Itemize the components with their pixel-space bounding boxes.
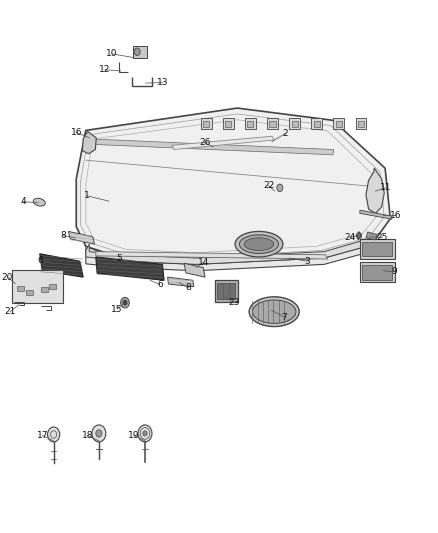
Text: 1: 1 (84, 191, 90, 200)
Text: 14: 14 (198, 258, 209, 266)
Text: 6: 6 (157, 280, 162, 289)
Bar (26, 290, 33, 295)
Text: 3: 3 (304, 257, 310, 265)
Text: 23: 23 (228, 298, 240, 307)
Text: 21: 21 (4, 307, 16, 316)
Polygon shape (86, 237, 374, 264)
Text: 10: 10 (106, 50, 118, 58)
Circle shape (143, 431, 147, 436)
Polygon shape (184, 263, 205, 277)
Bar (267, 118, 278, 130)
Bar (201, 118, 212, 130)
Text: 13: 13 (157, 78, 168, 87)
Polygon shape (40, 254, 83, 277)
Bar (290, 118, 300, 130)
Text: 9: 9 (391, 268, 397, 276)
Circle shape (134, 48, 140, 55)
Text: 20: 20 (2, 273, 13, 281)
Text: 19: 19 (128, 431, 139, 440)
Circle shape (48, 427, 60, 442)
Bar (217, 283, 236, 299)
Text: 5: 5 (116, 254, 122, 263)
Bar (203, 121, 209, 127)
Circle shape (120, 297, 129, 308)
Text: 26: 26 (199, 138, 210, 147)
Text: 11: 11 (380, 183, 392, 192)
Bar (358, 121, 364, 127)
Polygon shape (89, 139, 334, 155)
Bar (12, 270, 63, 303)
Bar (333, 118, 344, 130)
Bar (360, 262, 395, 282)
Polygon shape (168, 277, 194, 287)
Text: 24: 24 (345, 233, 356, 242)
Circle shape (96, 430, 102, 437)
Text: 2: 2 (282, 129, 288, 138)
Circle shape (123, 300, 127, 305)
Bar (41, 287, 48, 292)
Bar (314, 121, 320, 127)
Polygon shape (172, 136, 274, 150)
Bar (311, 118, 322, 130)
Text: 15: 15 (111, 304, 123, 313)
Ellipse shape (33, 198, 45, 206)
Bar (363, 241, 392, 256)
Bar (49, 284, 56, 289)
Circle shape (277, 184, 283, 191)
Polygon shape (76, 108, 390, 261)
Ellipse shape (235, 231, 283, 257)
Text: 25: 25 (377, 233, 388, 243)
Text: 4: 4 (21, 197, 26, 206)
Polygon shape (96, 257, 164, 280)
Bar (356, 118, 366, 130)
Polygon shape (366, 232, 377, 240)
Polygon shape (360, 210, 392, 219)
Bar (223, 118, 233, 130)
Text: 16: 16 (390, 211, 401, 220)
Bar (336, 121, 342, 127)
Polygon shape (366, 168, 384, 213)
Text: 7: 7 (281, 312, 287, 321)
Text: 8: 8 (60, 231, 66, 240)
Text: 16: 16 (71, 128, 82, 137)
Bar (133, 46, 147, 58)
Bar (215, 280, 238, 302)
Polygon shape (96, 252, 328, 259)
Text: 6: 6 (38, 256, 43, 264)
Bar (245, 118, 256, 130)
Text: 22: 22 (263, 181, 274, 190)
Text: 17: 17 (37, 431, 48, 440)
Ellipse shape (244, 238, 274, 251)
Polygon shape (86, 244, 374, 271)
Polygon shape (82, 132, 96, 154)
Text: 8: 8 (186, 283, 191, 292)
Ellipse shape (249, 297, 299, 327)
Polygon shape (357, 231, 361, 240)
Circle shape (92, 425, 106, 442)
Bar (17, 286, 24, 291)
Bar (360, 239, 395, 259)
Polygon shape (68, 231, 95, 244)
Bar (363, 265, 392, 280)
Text: 18: 18 (82, 431, 93, 440)
Circle shape (357, 232, 362, 239)
Bar (247, 121, 254, 127)
Bar (269, 121, 276, 127)
Ellipse shape (252, 300, 296, 324)
Bar (225, 121, 231, 127)
Bar (292, 121, 297, 127)
Text: 12: 12 (99, 66, 111, 74)
Circle shape (138, 425, 152, 442)
Ellipse shape (240, 235, 279, 254)
